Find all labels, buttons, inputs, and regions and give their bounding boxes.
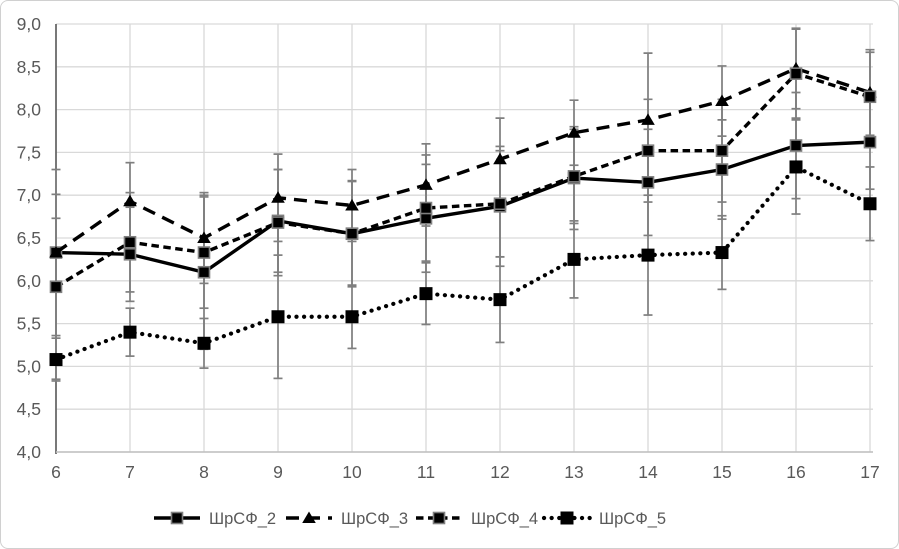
series-3-marker — [863, 90, 877, 104]
y-tick-label: 4,5 — [17, 399, 41, 419]
series-1-marker — [419, 212, 433, 225]
legend-label-1: ШрСФ_2 — [209, 510, 276, 528]
series-3-marker — [641, 144, 655, 157]
series-3-marker — [345, 227, 359, 241]
legend-marker-2 — [302, 511, 316, 523]
series-3-marker — [567, 170, 581, 183]
y-tick-label: 8,5 — [17, 57, 41, 77]
legend-marker-1 — [170, 511, 184, 525]
series-1-marker — [789, 139, 803, 152]
series-2-marker — [715, 94, 729, 107]
legend-label-2: ШрСФ_3 — [341, 510, 408, 528]
series-line-3 — [55, 71, 871, 289]
y-tick-label: 9,0 — [17, 14, 42, 34]
series-4-marker — [271, 310, 285, 324]
y-tick-label: 7,5 — [17, 142, 41, 162]
series-4-marker — [123, 325, 137, 339]
y-tick-label: 8,0 — [17, 100, 42, 120]
series-2-marker — [49, 246, 63, 258]
series-1-marker — [715, 163, 729, 176]
series-4-marker — [567, 252, 581, 266]
series-4-marker — [715, 246, 729, 260]
y-tick-label: 7,0 — [17, 185, 42, 205]
x-tick-label: 9 — [273, 462, 283, 482]
series-1-marker — [863, 135, 877, 149]
y-tick-label: 5,0 — [17, 356, 42, 376]
series-4-marker — [789, 160, 803, 174]
series-1-marker — [197, 265, 211, 279]
series-line-2 — [55, 66, 871, 254]
x-tick-label: 17 — [860, 462, 879, 482]
y-tick-label: 6,0 — [17, 271, 42, 291]
x-tick-label: 15 — [712, 462, 731, 482]
series-2-marker — [641, 113, 655, 125]
legend-marker-4 — [560, 511, 574, 525]
series-2-marker — [493, 152, 507, 165]
series-1-marker — [641, 176, 655, 189]
series-4-marker — [493, 293, 507, 307]
y-tick-label: 6,5 — [17, 228, 41, 248]
series-4-marker — [345, 310, 359, 324]
series-3-marker — [271, 216, 285, 229]
series-2-marker — [123, 194, 137, 207]
x-tick-label: 13 — [564, 462, 583, 482]
series-2-marker — [567, 126, 581, 138]
series-3-marker — [419, 201, 433, 215]
x-tick-label: 16 — [786, 462, 805, 482]
y-tick-label: 5,5 — [17, 314, 41, 334]
x-tick-label: 6 — [51, 462, 61, 482]
series-3-marker — [789, 67, 803, 80]
series-2-marker — [345, 198, 359, 211]
x-tick-label: 14 — [638, 462, 658, 482]
series-2-marker — [271, 191, 285, 203]
series-3-marker — [493, 197, 507, 211]
series-4-marker — [419, 287, 433, 301]
series-2-marker — [419, 178, 433, 190]
series-4-marker — [641, 248, 655, 262]
series-3-marker — [49, 280, 63, 294]
legend-marker-3 — [432, 511, 446, 525]
x-tick-label: 12 — [490, 462, 509, 482]
series-4-marker — [197, 336, 211, 350]
series-3-marker — [715, 144, 729, 157]
x-tick-label: 7 — [125, 462, 135, 482]
series-4-marker — [49, 353, 63, 367]
legend-label-3: ШрСФ_4 — [471, 510, 538, 528]
y-tick-label: 4,0 — [17, 442, 42, 462]
series-1-marker — [123, 247, 137, 261]
series-4-marker — [863, 197, 877, 211]
series-3-marker — [123, 235, 137, 249]
x-tick-label: 11 — [417, 462, 435, 482]
series-3-marker — [197, 246, 211, 259]
series-2-marker — [197, 231, 211, 243]
series-line-1 — [55, 140, 871, 275]
x-tick-label: 8 — [199, 462, 209, 482]
x-tick-label: 10 — [342, 462, 362, 482]
legend-label-4: ШрСФ_5 — [599, 510, 666, 528]
